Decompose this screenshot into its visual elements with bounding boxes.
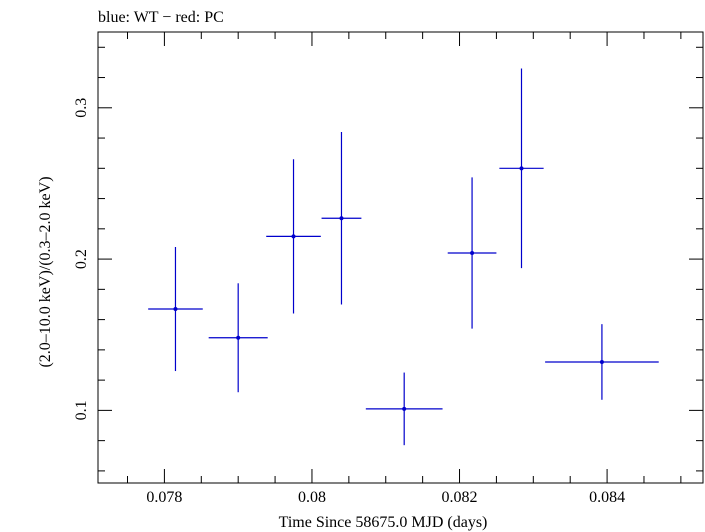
y-tick-label: 0.1 — [73, 400, 90, 420]
x-axis-ticks: 0.078 0.08 0.082 0.084 — [127, 32, 682, 506]
data-points — [148, 68, 659, 446]
data-point — [266, 159, 321, 314]
data-marker — [599, 359, 604, 364]
data-marker — [519, 166, 524, 171]
y-axis-ticks: 0.1 0.2 0.3 — [73, 46, 703, 472]
data-marker — [339, 216, 344, 221]
x-axis-label: Time Since 58675.0 MJD (days) — [279, 514, 488, 531]
y-axis-label: (2.0–10.0 keV)/(0.3–2.0 keV) — [37, 176, 54, 367]
data-point — [321, 132, 362, 305]
x-tick-label: 0.084 — [589, 489, 625, 506]
data-point — [499, 68, 544, 269]
data-point — [148, 246, 203, 372]
y-tick-label: 0.3 — [73, 98, 90, 118]
y-tick-label: 0.2 — [73, 249, 90, 269]
data-point — [208, 283, 268, 393]
data-marker — [291, 234, 296, 239]
data-marker — [470, 251, 475, 256]
data-point — [545, 324, 659, 400]
data-point — [365, 372, 443, 446]
chart-title: blue: WT − red: PC — [98, 9, 224, 26]
plot-frame — [97, 31, 704, 484]
x-tick-label: 0.08 — [298, 489, 326, 506]
x-tick-label: 0.082 — [442, 489, 478, 506]
data-marker — [173, 307, 178, 312]
data-marker — [402, 406, 407, 411]
data-marker — [236, 335, 241, 340]
x-tick-label: 0.078 — [146, 489, 182, 506]
data-point — [447, 177, 497, 329]
